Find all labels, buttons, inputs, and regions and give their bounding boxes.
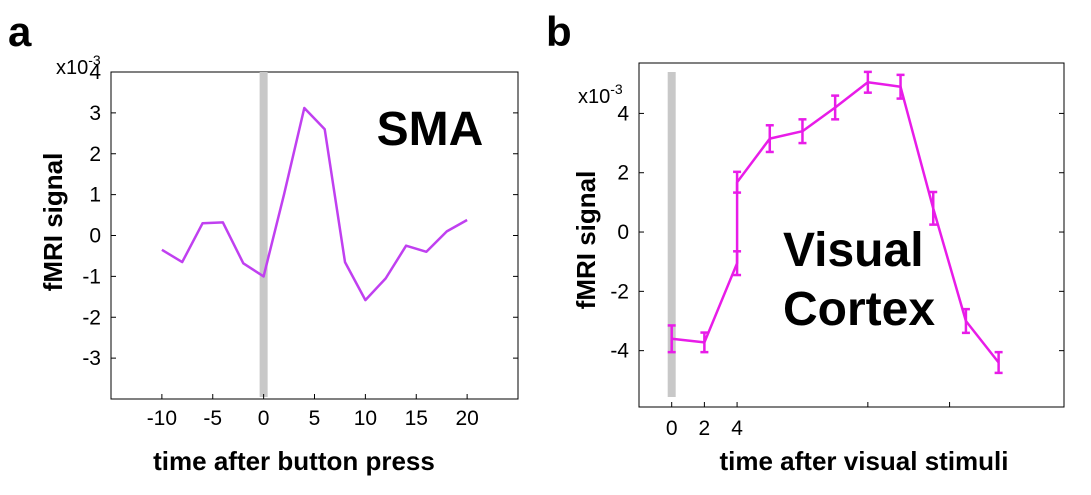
y-tick-label: -3 [82, 347, 101, 370]
x-tick-label: 10 [354, 407, 377, 430]
y-tick-label: -2 [82, 306, 101, 329]
event-marker-bar [259, 72, 268, 397]
x-tick-label: 5 [309, 407, 321, 430]
panel-b-region-label-line2: Cortex [783, 283, 935, 336]
y-tick-label: 2 [617, 162, 629, 185]
y-tick-label: 3 [89, 102, 101, 125]
event-marker-bar [667, 72, 676, 397]
x-tick-label: -5 [203, 407, 222, 430]
panel-b-region-label-line1: Visual [783, 224, 924, 277]
y-tick-label: -1 [82, 265, 101, 288]
panel-a-y-axis-label: fMRI signal [38, 153, 68, 292]
panel-b-y-axis-label: fMRI signal [571, 171, 601, 310]
x-tick-label: 0 [258, 407, 270, 430]
panel-b-plot-frame [638, 62, 1065, 408]
x-tick-label: 20 [455, 407, 478, 430]
y-tick-label: 4 [617, 102, 629, 125]
x-tick-label: -10 [147, 407, 177, 430]
x-tick-label: 4 [731, 417, 743, 440]
panel-b: b x10-3 fMRI signal time after visual st… [546, 8, 1065, 476]
panel-a-x-axis-label: time after button press [153, 446, 435, 476]
y-tick-label: -2 [610, 280, 629, 303]
x-tick-label: 2 [699, 417, 711, 440]
y-tick-label: 2 [89, 143, 101, 166]
panel-a-y-scale: x10-3 [56, 52, 101, 79]
y-tick-label: 1 [89, 184, 101, 207]
series-line [161, 106, 468, 302]
x-tick-label: 0 [666, 417, 678, 440]
panel-a-region-label: SMA [377, 103, 484, 156]
y-tick-label: -4 [610, 340, 629, 363]
panel-b-letter: b [546, 8, 572, 55]
panel-a: a x10-3 fMRI signal time after button pr… [8, 8, 519, 476]
y-tick-label: 0 [89, 225, 101, 248]
series-line [671, 81, 1000, 364]
y-tick-label: 4 [89, 61, 101, 84]
panel-b-y-scale: x10-3 [578, 81, 623, 108]
y-tick-label: 0 [617, 221, 629, 244]
panel-b-x-axis-label: time after visual stimuli [720, 446, 1009, 476]
panel-a-letter: a [8, 8, 32, 55]
x-tick-label: 15 [405, 407, 428, 430]
